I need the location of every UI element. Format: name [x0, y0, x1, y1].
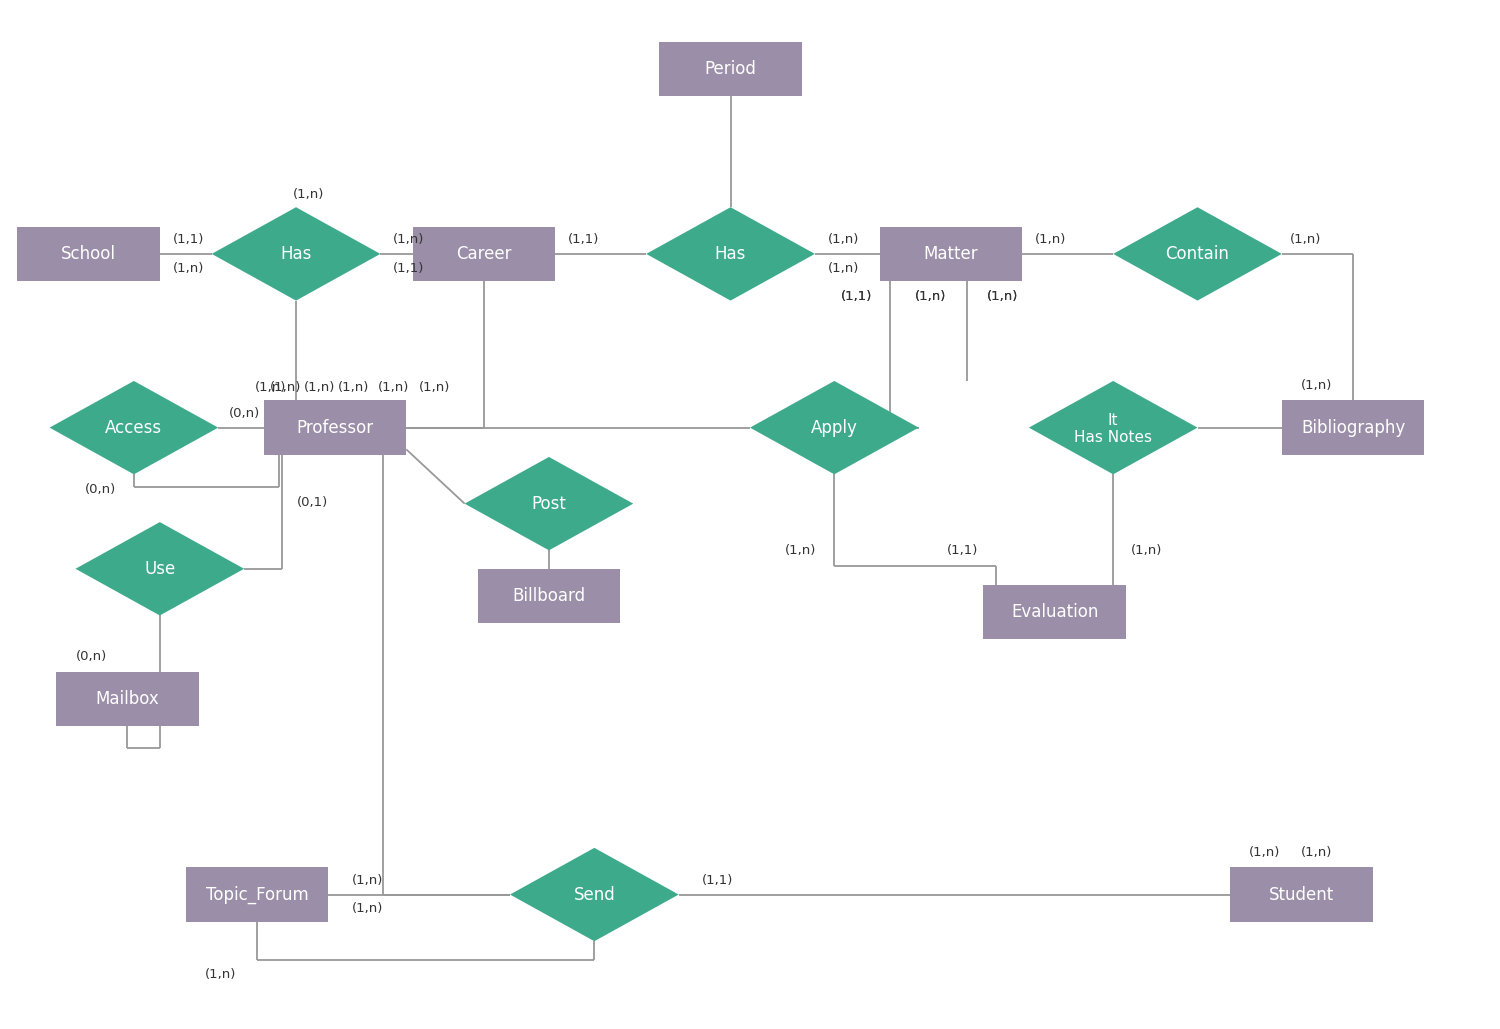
Text: Student: Student — [1269, 886, 1334, 903]
Text: (1,n): (1,n) — [303, 381, 334, 394]
FancyBboxPatch shape — [186, 867, 328, 922]
Text: (1,n): (1,n) — [987, 290, 1018, 303]
Text: (1,n): (1,n) — [1300, 846, 1332, 858]
Text: School: School — [62, 245, 116, 262]
Text: (1,n): (1,n) — [1300, 379, 1332, 392]
Text: Send: Send — [573, 886, 615, 903]
Polygon shape — [750, 381, 918, 474]
Text: Contain: Contain — [1166, 245, 1230, 262]
Text: (1,n): (1,n) — [419, 381, 450, 394]
Text: (1,n): (1,n) — [270, 381, 302, 394]
Text: (1,n): (1,n) — [915, 290, 946, 303]
Polygon shape — [1113, 207, 1282, 300]
Text: (1,n): (1,n) — [1290, 234, 1322, 246]
Text: (1,1): (1,1) — [840, 290, 872, 303]
Text: Matter: Matter — [924, 245, 978, 262]
Text: Post: Post — [531, 495, 567, 512]
FancyBboxPatch shape — [1282, 400, 1425, 455]
FancyBboxPatch shape — [56, 672, 198, 726]
Text: (0,n): (0,n) — [228, 407, 260, 420]
Text: (1,n): (1,n) — [206, 968, 237, 982]
Text: Mailbox: Mailbox — [96, 690, 159, 708]
Text: (1,n): (1,n) — [338, 381, 369, 394]
Text: (1,n): (1,n) — [1131, 544, 1162, 557]
Text: (1,n): (1,n) — [1250, 846, 1281, 858]
Text: (1,n): (1,n) — [828, 234, 860, 246]
Text: (0,n): (0,n) — [75, 650, 106, 664]
Text: Has Notes: Has Notes — [1074, 430, 1152, 445]
Polygon shape — [211, 207, 381, 300]
FancyBboxPatch shape — [658, 42, 802, 97]
Text: (1,n): (1,n) — [255, 381, 286, 394]
Polygon shape — [510, 848, 678, 942]
Text: (1,n): (1,n) — [378, 381, 410, 394]
Text: (1,n): (1,n) — [828, 261, 860, 275]
Text: (0,1): (0,1) — [297, 496, 328, 509]
Text: Access: Access — [105, 419, 162, 436]
Polygon shape — [75, 522, 244, 615]
Text: Billboard: Billboard — [513, 587, 585, 605]
Text: (1,1): (1,1) — [702, 874, 734, 887]
FancyBboxPatch shape — [477, 569, 621, 624]
Text: Bibliography: Bibliography — [1300, 419, 1406, 436]
Text: (1,n): (1,n) — [784, 544, 816, 557]
Polygon shape — [465, 457, 633, 551]
FancyBboxPatch shape — [16, 226, 160, 281]
Text: It: It — [1108, 413, 1119, 427]
Text: Has: Has — [280, 245, 312, 262]
Polygon shape — [50, 381, 217, 474]
Text: (1,n): (1,n) — [294, 187, 324, 201]
Text: (1,1): (1,1) — [840, 290, 872, 303]
FancyBboxPatch shape — [984, 586, 1126, 639]
Text: (1,n): (1,n) — [987, 290, 1018, 303]
Polygon shape — [646, 207, 814, 300]
Text: Evaluation: Evaluation — [1011, 603, 1098, 622]
Text: Apply: Apply — [812, 419, 858, 436]
FancyBboxPatch shape — [264, 400, 407, 455]
Text: Use: Use — [144, 560, 176, 578]
Text: (1,n): (1,n) — [351, 874, 382, 887]
Text: Has: Has — [716, 245, 746, 262]
Text: (1,n): (1,n) — [351, 902, 382, 915]
FancyBboxPatch shape — [413, 226, 555, 281]
Text: Topic_Forum: Topic_Forum — [206, 885, 309, 903]
FancyBboxPatch shape — [879, 226, 1023, 281]
Text: (1,1): (1,1) — [568, 234, 600, 246]
Text: (1,n): (1,n) — [172, 261, 204, 275]
Text: Period: Period — [705, 61, 756, 78]
Text: (0,n): (0,n) — [84, 483, 116, 496]
Text: (1,1): (1,1) — [946, 544, 978, 557]
FancyBboxPatch shape — [1230, 867, 1372, 922]
Text: (1,n): (1,n) — [393, 234, 424, 246]
Text: (1,n): (1,n) — [915, 290, 946, 303]
Text: (1,1): (1,1) — [172, 234, 204, 246]
Text: Professor: Professor — [297, 419, 374, 436]
Text: Career: Career — [456, 245, 512, 262]
Polygon shape — [1029, 381, 1197, 474]
Text: (1,n): (1,n) — [1035, 234, 1066, 246]
Text: (1,1): (1,1) — [393, 261, 424, 275]
